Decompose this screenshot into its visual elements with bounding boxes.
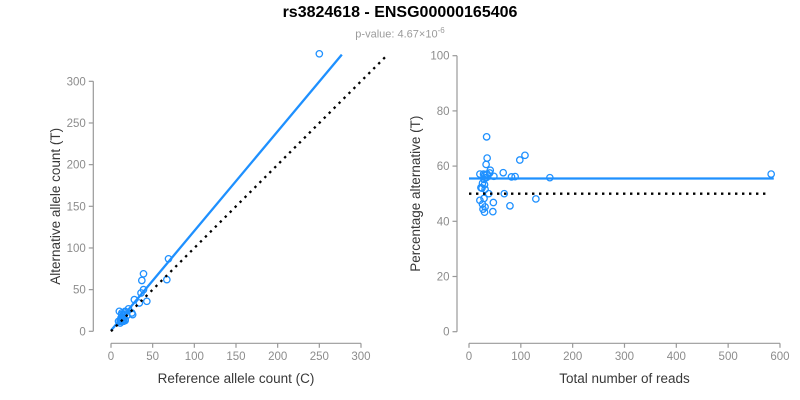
data-point (139, 269, 148, 278)
data-point (135, 299, 144, 307)
y-tick-label: 20 (437, 272, 450, 284)
x-tick-label: 300 (615, 351, 634, 363)
x-tick-label: 100 (185, 351, 204, 363)
data-point (477, 183, 485, 192)
y-tick-label: 250 (67, 118, 86, 130)
x-tick-label: 300 (351, 351, 370, 363)
x-axis-title: Reference allele count (C) (158, 371, 315, 386)
data-point (500, 189, 509, 198)
x-tick-label: 50 (146, 351, 159, 363)
y-tick-label: 150 (67, 201, 86, 213)
data-point (499, 168, 508, 177)
x-tick-label: 100 (511, 351, 530, 363)
y-tick-label: 40 (437, 216, 450, 228)
y-tick-label: 200 (67, 160, 86, 172)
y-tick-label: 100 (430, 51, 449, 63)
data-point (315, 49, 324, 58)
data-point (515, 156, 524, 164)
data-point (511, 172, 519, 181)
x-tick-label: 250 (310, 351, 329, 363)
identity-line (110, 53, 389, 333)
y-axis-title: Percentage alternative (T) (408, 116, 423, 272)
x-tick-label: 500 (719, 351, 738, 363)
data-point (488, 207, 497, 216)
x-tick-label: 400 (667, 351, 686, 363)
data-point (483, 154, 491, 162)
y-tick-label: 300 (67, 76, 86, 88)
overlay-lines (469, 177, 774, 195)
y-tick-label: 0 (443, 327, 449, 339)
data-point (480, 208, 489, 217)
x-tick-label: 200 (268, 351, 287, 363)
data-point (128, 310, 137, 319)
data-point (162, 275, 171, 284)
data-points (476, 132, 776, 217)
y-axis-title: Alternative allele count (T) (48, 128, 63, 285)
data-point (481, 203, 489, 211)
x-tick-label: 150 (226, 351, 245, 363)
x-tick-label: 0 (108, 351, 114, 363)
data-point (489, 198, 498, 207)
data-point (767, 170, 776, 178)
data-point (521, 151, 529, 160)
fit-line (110, 53, 343, 332)
y-tick-label: 60 (437, 161, 450, 173)
data-point (142, 297, 151, 306)
overlay-lines (110, 53, 389, 333)
y-tick-label: 80 (437, 106, 450, 118)
x-tick-label: 600 (770, 351, 789, 363)
data-points (114, 49, 324, 327)
data-point (476, 170, 484, 178)
data-point (137, 276, 146, 285)
allele-count-plot: 0 50 100 150 200 250 300 Reference allele count… (48, 49, 389, 386)
x-tick-label: 200 (563, 351, 582, 363)
y-tick-label: 100 (67, 243, 86, 255)
data-point (482, 160, 490, 169)
data-point (507, 173, 516, 181)
data-point (532, 195, 540, 203)
x-tick-label: 0 (466, 351, 472, 363)
x-axis-title: Total number of reads (559, 371, 690, 386)
data-point (506, 201, 514, 210)
y-tick-label: 50 (73, 285, 86, 297)
y-tick-label: 0 (79, 326, 85, 338)
data-point (482, 132, 491, 141)
